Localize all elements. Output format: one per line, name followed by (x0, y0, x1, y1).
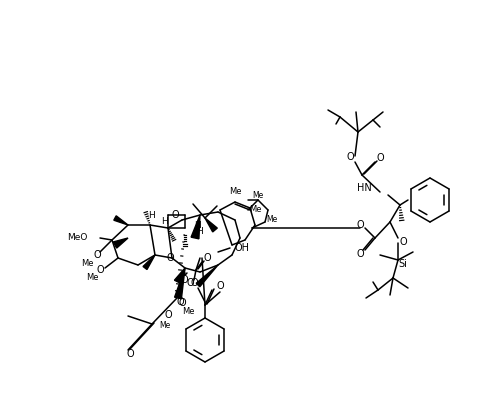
Text: Me: Me (253, 191, 264, 199)
Text: O: O (166, 253, 174, 263)
Polygon shape (196, 265, 218, 287)
Text: Me: Me (229, 187, 241, 197)
Text: O: O (356, 220, 364, 230)
Text: OH: OH (235, 243, 250, 253)
Text: O: O (356, 249, 364, 259)
Polygon shape (191, 215, 200, 239)
Polygon shape (143, 255, 155, 269)
Text: O: O (190, 278, 198, 288)
Text: H: H (148, 211, 155, 220)
Text: O: O (346, 152, 354, 162)
Polygon shape (175, 268, 185, 299)
Text: O: O (93, 250, 101, 260)
Text: O: O (96, 265, 104, 275)
Text: Me: Me (81, 258, 93, 267)
Text: Me: Me (159, 320, 171, 330)
Polygon shape (175, 268, 185, 284)
Text: HN: HN (357, 183, 372, 193)
Text: O: O (187, 278, 194, 288)
Text: O: O (216, 281, 224, 291)
Text: Me: Me (182, 308, 195, 316)
Text: O: O (399, 237, 407, 247)
Text: Si: Si (398, 259, 407, 269)
Text: H: H (197, 228, 203, 236)
Text: O: O (164, 310, 172, 320)
Polygon shape (114, 216, 128, 225)
Text: O: O (176, 297, 184, 307)
Text: H: H (195, 220, 201, 230)
Text: O: O (178, 298, 186, 308)
Text: O: O (376, 153, 384, 163)
Text: O: O (180, 275, 188, 285)
Text: O: O (203, 253, 211, 263)
Text: Me: Me (249, 205, 261, 215)
Text: O: O (171, 210, 179, 220)
Text: O: O (126, 349, 134, 359)
Polygon shape (205, 218, 217, 232)
Text: H: H (161, 217, 169, 226)
Text: Me: Me (86, 273, 98, 283)
Text: MeO: MeO (67, 234, 88, 242)
Text: Me: Me (267, 215, 278, 224)
Polygon shape (113, 238, 128, 248)
